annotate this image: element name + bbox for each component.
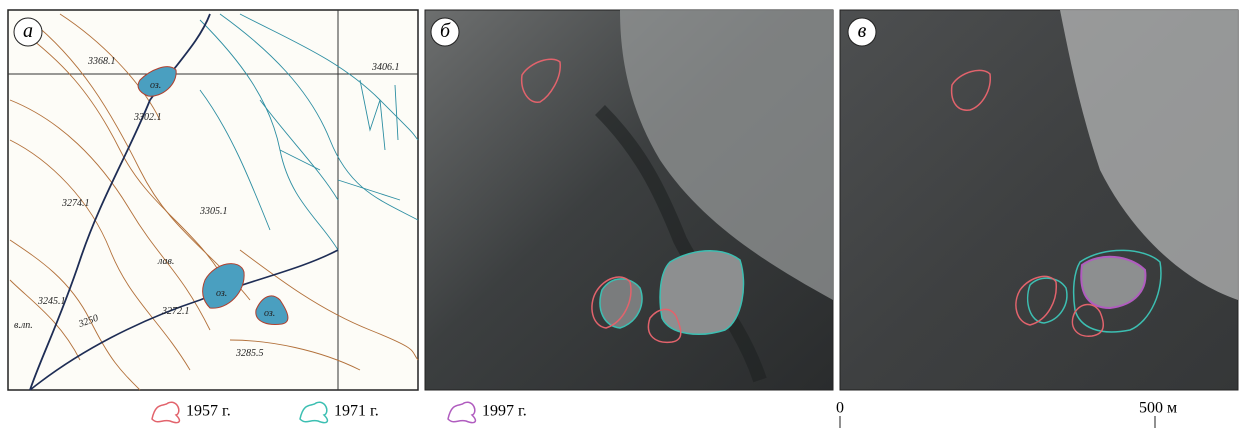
map-label: оз. [264,308,275,319]
map-label: лав. [157,256,174,267]
map-label: оз. [216,288,227,299]
panel-label: в [858,20,867,42]
map-label: 3245.1 [37,296,66,307]
scale-bar: 0 500 м [836,400,1177,428]
legend-swatch [151,401,181,424]
panel-label: б [440,20,451,42]
legend-label: 1957 г. [186,403,231,420]
map-label: 3302.1 [133,112,162,123]
map-label: в.лп. [14,320,33,331]
image-panel: б [424,9,834,391]
map-label: 3305.1 [199,206,228,217]
map-label: 3285.5 [235,348,264,359]
panel-badge [430,17,460,47]
legend-label: 1971 г. [334,403,379,420]
map-label: 3368.1 3406.1 оз. 3302.1 3274.1 3305.1 л… [14,56,400,359]
panel-badge [13,17,43,47]
map-label: 3368.1 [87,56,116,67]
panel-label: а [23,20,33,42]
image-panel: в [839,9,1239,391]
legend: 1957 г. 1971 г. 1997 г. [151,401,527,424]
legend-swatch [299,401,329,424]
map-label: 3272.1 [161,306,190,317]
panel-badge [847,17,877,47]
legend-swatch [447,401,477,424]
map-panel: 3368.1 3406.1 оз. 3302.1 3274.1 3305.1 л… [7,9,419,391]
map-label: оз. [150,80,161,91]
map-label: 3274.1 [61,198,90,209]
legend-label: 1997 г. [482,403,527,420]
scale-label: 0 [836,400,844,417]
map-label: 3406.1 [371,62,400,73]
scale-label: 500 м [1139,400,1177,417]
